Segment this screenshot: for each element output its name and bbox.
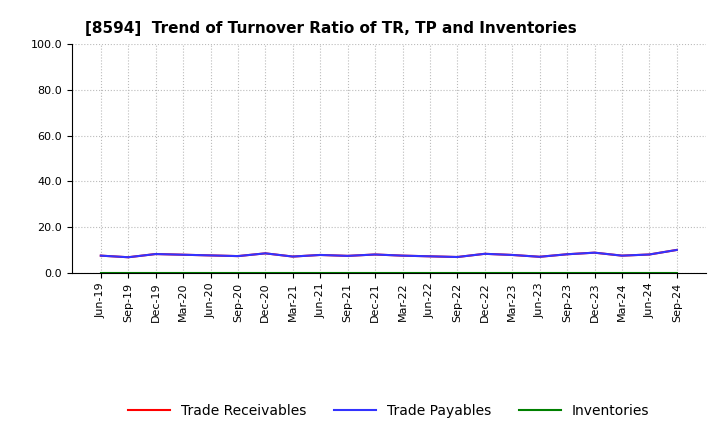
Inventories xyxy=(124,270,132,275)
Inventories xyxy=(261,270,270,275)
Line: Trade Receivables: Trade Receivables xyxy=(101,250,677,257)
Trade Payables xyxy=(672,247,681,253)
Inventories xyxy=(563,270,572,275)
Trade Payables xyxy=(179,252,187,257)
Trade Payables xyxy=(563,252,572,257)
Trade Receivables xyxy=(618,253,626,258)
Trade Receivables xyxy=(590,250,599,255)
Trade Payables xyxy=(124,255,132,260)
Trade Receivables xyxy=(536,254,544,260)
Trade Payables xyxy=(536,254,544,260)
Trade Payables xyxy=(480,251,489,257)
Trade Payables xyxy=(96,253,105,258)
Trade Receivables xyxy=(96,253,105,258)
Inventories xyxy=(151,270,160,275)
Inventories xyxy=(316,270,325,275)
Trade Receivables xyxy=(233,253,242,259)
Trade Receivables xyxy=(151,251,160,257)
Trade Payables xyxy=(316,252,325,257)
Trade Receivables xyxy=(398,253,407,258)
Trade Payables xyxy=(343,253,352,259)
Trade Receivables xyxy=(426,254,434,259)
Inventories xyxy=(289,270,297,275)
Trade Payables xyxy=(206,253,215,258)
Trade Receivables xyxy=(371,252,379,257)
Inventories xyxy=(508,270,516,275)
Trade Payables xyxy=(426,254,434,259)
Inventories xyxy=(645,270,654,275)
Trade Payables xyxy=(151,251,160,257)
Trade Payables xyxy=(261,251,270,256)
Inventories xyxy=(371,270,379,275)
Inventories xyxy=(618,270,626,275)
Inventories xyxy=(426,270,434,275)
Trade Receivables xyxy=(343,253,352,259)
Trade Payables xyxy=(371,252,379,257)
Trade Receivables xyxy=(508,252,516,257)
Inventories xyxy=(536,270,544,275)
Trade Payables xyxy=(618,253,626,258)
Line: Trade Payables: Trade Payables xyxy=(101,250,677,257)
Trade Receivables xyxy=(645,252,654,257)
Inventories xyxy=(179,270,187,275)
Trade Receivables xyxy=(563,252,572,257)
Trade Payables xyxy=(508,252,516,257)
Text: [8594]  Trend of Turnover Ratio of TR, TP and Inventories: [8594] Trend of Turnover Ratio of TR, TP… xyxy=(85,21,577,36)
Inventories xyxy=(96,270,105,275)
Trade Payables xyxy=(289,254,297,259)
Inventories xyxy=(672,270,681,275)
Trade Receivables xyxy=(206,253,215,258)
Trade Receivables xyxy=(289,254,297,259)
Trade Receivables xyxy=(179,252,187,257)
Trade Payables xyxy=(233,253,242,259)
Inventories xyxy=(398,270,407,275)
Trade Payables xyxy=(453,254,462,260)
Inventories xyxy=(590,270,599,275)
Inventories xyxy=(206,270,215,275)
Trade Receivables xyxy=(124,255,132,260)
Trade Payables xyxy=(590,250,599,255)
Inventories xyxy=(453,270,462,275)
Legend: Trade Receivables, Trade Payables, Inventories: Trade Receivables, Trade Payables, Inven… xyxy=(122,399,655,424)
Trade Payables xyxy=(645,252,654,257)
Trade Payables xyxy=(398,253,407,258)
Inventories xyxy=(480,270,489,275)
Trade Receivables xyxy=(672,247,681,253)
Inventories xyxy=(233,270,242,275)
Inventories xyxy=(343,270,352,275)
Trade Receivables xyxy=(453,254,462,260)
Trade Receivables xyxy=(316,252,325,257)
Trade Receivables xyxy=(261,251,270,256)
Trade Receivables xyxy=(480,251,489,257)
